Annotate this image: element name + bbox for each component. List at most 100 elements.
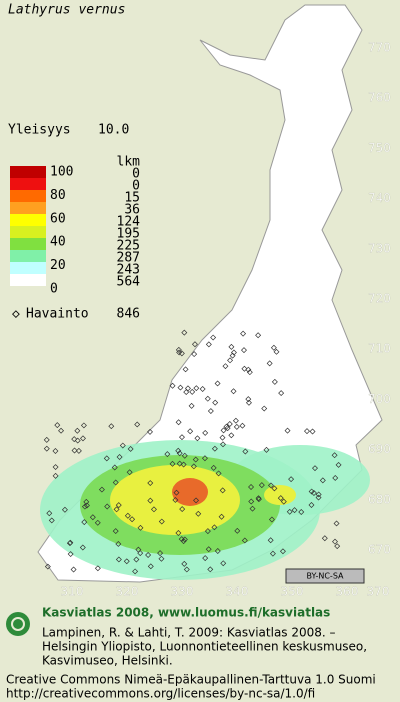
northing-label: 710 — [368, 342, 391, 356]
count-label: 195 — [117, 227, 140, 242]
observation-dot — [334, 543, 341, 550]
observation-dot — [137, 524, 144, 531]
observation-dot — [241, 537, 248, 544]
observation-dot — [132, 568, 139, 575]
observation-dot — [147, 428, 153, 435]
observation-dot — [222, 363, 229, 370]
observation-dot — [115, 556, 122, 563]
observation-dot — [181, 536, 188, 543]
observation-dot — [164, 451, 171, 458]
footer-headline: Kasviatlas 2008, www.luomus.fi/kasviatla… — [42, 606, 330, 620]
observation-dot — [178, 350, 185, 357]
observation-dot — [89, 514, 96, 521]
level-label: 0 — [50, 282, 58, 297]
observation-dot — [79, 544, 86, 551]
observation-dot — [190, 463, 197, 470]
northing-label: 700 — [368, 392, 391, 406]
legend-swatch — [10, 166, 46, 178]
observation-dot — [263, 446, 270, 453]
observation-dot — [177, 384, 184, 391]
observation-dot — [240, 330, 247, 337]
observation-dot — [211, 445, 218, 452]
observation-dot — [191, 351, 198, 358]
level-label: 100 — [50, 165, 73, 180]
observation-dot — [180, 461, 187, 468]
citation-line: Lampinen, R. & Lahti, T. 2009: Kasviatla… — [42, 626, 336, 640]
observation-dot — [176, 349, 183, 356]
observation-dot — [191, 341, 198, 348]
observation-dot — [279, 548, 286, 555]
observation-dot — [202, 555, 209, 562]
observation-dot — [331, 452, 338, 459]
observation-dot — [75, 447, 82, 454]
observation-dot — [233, 423, 240, 430]
observation-dot — [183, 566, 190, 573]
observation-dot — [280, 498, 287, 505]
map: 770 760 750 740 730 720 710 700 690 680 670 310 320 3… — [37, 4, 391, 599]
observation-dot — [43, 445, 50, 452]
observation-dot — [70, 566, 77, 573]
observation-dot — [181, 329, 188, 336]
observation-dot — [210, 464, 217, 471]
legend-swatch — [10, 226, 46, 238]
observation-dot — [172, 496, 179, 503]
observation-dot — [175, 447, 182, 454]
observation-dot — [286, 508, 293, 515]
observation-dot — [255, 332, 262, 339]
northing-label: 720 — [368, 292, 391, 306]
observation-dot — [215, 470, 222, 477]
occurrence-area — [172, 478, 208, 506]
observation-dot — [199, 386, 206, 392]
legend-swatch — [10, 178, 46, 190]
observation-dot — [298, 509, 305, 515]
observation-dot — [271, 378, 278, 385]
occurrence-area — [264, 485, 296, 505]
observation-dot — [277, 495, 284, 502]
easting-label: 370 — [367, 585, 390, 599]
observation-dot — [119, 442, 126, 449]
easting-label: 330 — [171, 585, 194, 599]
observation-dot — [158, 555, 165, 562]
observation-dot — [52, 464, 59, 471]
count-label: 15 — [124, 191, 140, 206]
observation-symbol: ◇ — [12, 307, 20, 322]
observation-dot — [245, 366, 252, 373]
observation-dot — [193, 497, 200, 504]
observation-dot — [214, 548, 221, 554]
observation-dot — [304, 428, 310, 435]
observation-dot — [71, 447, 78, 454]
observation-dot — [94, 565, 101, 572]
observation-dot — [175, 530, 182, 536]
legend-swatch — [10, 214, 46, 226]
observation-dot — [147, 480, 154, 487]
northing-label: 770 — [368, 41, 391, 55]
observation-dot — [288, 476, 295, 483]
northing-label: 760 — [368, 91, 391, 105]
legend-swatch — [10, 190, 46, 202]
observation-dot — [46, 510, 53, 517]
observation-dot — [267, 482, 274, 489]
observation-dot — [98, 486, 105, 493]
count-label: 0 — [132, 179, 140, 194]
observation-dot — [271, 485, 278, 492]
observation-dot — [270, 344, 277, 351]
observation-dot — [194, 435, 201, 442]
observation-dot — [223, 423, 230, 430]
observation-dot — [267, 537, 274, 544]
observation-dot — [308, 502, 315, 508]
observation-dot — [218, 513, 225, 520]
observation-count: 846 — [117, 307, 140, 322]
northing-label: 690 — [368, 442, 391, 456]
observation-dot — [308, 488, 315, 495]
northing-label: 680 — [368, 492, 391, 506]
observation-dot — [181, 560, 188, 567]
observation-dot — [129, 516, 136, 523]
observation-dot — [195, 510, 202, 517]
observation-dot — [232, 417, 239, 424]
observation-dot — [48, 517, 55, 524]
observation-dot — [116, 454, 123, 460]
observation-dot — [333, 520, 340, 527]
citation-line: Kasvimuseo, Helsinki. — [42, 654, 173, 668]
